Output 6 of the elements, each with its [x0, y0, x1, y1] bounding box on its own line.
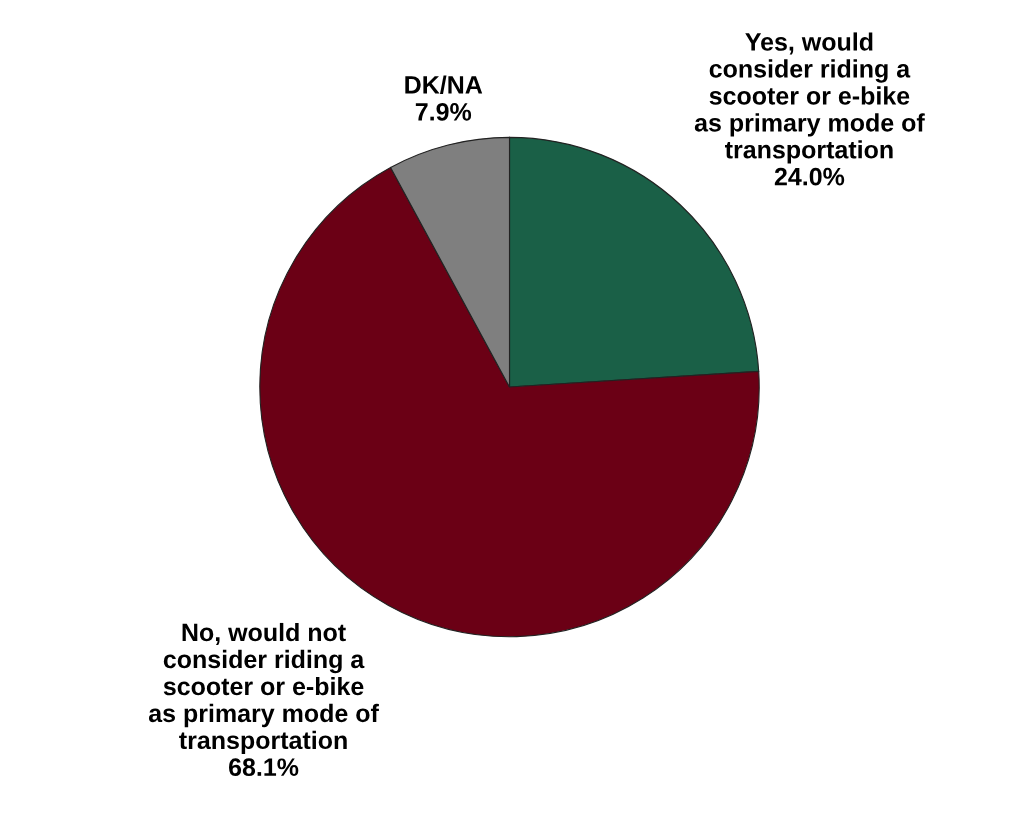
slice-label: DK/NA: [405, 75, 483, 94]
slice-label: Yes, would consider riding a scooter or e-bike as primary mode of transportation: [694, 32, 925, 164]
data-label: 68.1%: [229, 758, 299, 777]
data-label: 7.9%: [415, 102, 472, 121]
data-label: 24.0%: [774, 167, 845, 186]
slice-label: No, would not consider riding a scooter or e-bike as primary mode of transportation: [148, 622, 379, 755]
